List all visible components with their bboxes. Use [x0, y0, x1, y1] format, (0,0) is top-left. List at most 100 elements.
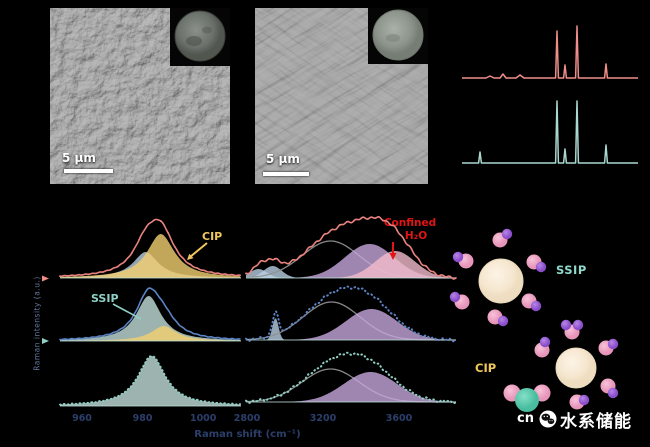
spectrum-curve-bottom	[59, 355, 241, 406]
fit-component	[246, 266, 456, 278]
wechat-icon	[539, 410, 557, 428]
watermark-brand-text: 水系储能	[560, 412, 632, 432]
water-molecule-hydrogen	[560, 319, 572, 331]
data-point	[210, 271, 213, 273]
scale-bar-label: 5 μm	[266, 152, 300, 166]
ssip-pointer-line	[112, 303, 142, 320]
schematic-ssip-label: SSIP	[556, 263, 587, 277]
data-point	[87, 273, 90, 276]
scale-bar-label: 5 μm	[62, 151, 96, 165]
data-point	[338, 224, 341, 226]
data-point	[360, 217, 363, 220]
confined-water-label-line2: H₂O	[404, 229, 428, 242]
water-molecule-hydrogen	[501, 228, 513, 240]
inset-photo-blemish	[386, 34, 400, 42]
inset-electrode-photo	[174, 10, 226, 62]
water-molecule-hydrogen	[449, 291, 461, 303]
scale-bar	[64, 169, 113, 173]
data-point	[432, 270, 435, 273]
fit-component	[246, 372, 456, 402]
data-point	[116, 265, 119, 268]
data-point	[331, 228, 334, 231]
data-point	[95, 272, 97, 275]
data-point	[181, 256, 184, 259]
data-point	[66, 275, 69, 277]
data-point	[174, 246, 177, 249]
inset-photo-blemish	[186, 36, 202, 46]
inset-electrode-photo	[372, 9, 424, 61]
fit-component	[60, 296, 241, 341]
x-tick-label: 3600	[385, 413, 413, 424]
water-molecule-hydrogen	[452, 251, 464, 263]
generated-plots	[59, 25, 638, 412]
spectrum-curve-top	[59, 218, 241, 278]
data-point	[217, 272, 220, 275]
x-tick-label: 2800	[233, 413, 261, 424]
cip-arrow-line	[189, 242, 208, 258]
data-point	[203, 269, 205, 272]
data-point	[152, 219, 155, 222]
data-point	[389, 223, 391, 226]
spectrum-curve-middle	[245, 285, 457, 343]
data-point	[446, 275, 449, 278]
data-point	[295, 258, 298, 261]
fit-component	[60, 326, 241, 341]
data-point	[396, 229, 399, 232]
annotations	[42, 242, 397, 344]
data-point	[167, 231, 169, 234]
fit-component	[246, 309, 456, 340]
water-molecule-hydrogen	[497, 315, 509, 327]
confined-water-label: Confined H₂O	[381, 217, 439, 242]
cip-arrowhead	[187, 253, 194, 260]
sem-image-left	[50, 8, 230, 184]
data-point	[273, 258, 276, 260]
cation-ion	[478, 258, 524, 304]
confined-water-label-line1: Confined	[383, 217, 437, 229]
data-point	[138, 238, 141, 241]
data-point	[109, 268, 112, 271]
data-point	[324, 232, 327, 235]
data-point	[417, 258, 420, 261]
data-point	[403, 239, 406, 242]
data-point	[239, 274, 241, 277]
x-tick-label: 980	[132, 413, 153, 424]
water-molecule-hydrogen	[578, 394, 590, 406]
x-tick-label: 3200	[309, 413, 337, 424]
data-point	[353, 219, 355, 222]
data-point	[102, 271, 105, 273]
cip-peak-label: CIP	[202, 230, 223, 243]
data-point	[231, 273, 234, 276]
data-point	[281, 261, 283, 264]
data-point	[195, 266, 198, 269]
data-point	[245, 272, 247, 275]
data-point	[145, 226, 148, 228]
x-tick-label: 960	[72, 413, 92, 424]
data-point	[131, 251, 133, 254]
fit-component	[60, 234, 241, 278]
sem-micrograph-rough	[50, 8, 230, 184]
fit-component	[246, 251, 456, 278]
data-point	[453, 277, 456, 280]
fit-component	[60, 356, 241, 406]
data-point	[302, 253, 305, 256]
water-molecule-hydrogen	[607, 387, 619, 399]
data-point	[224, 273, 227, 275]
water-molecule-hydrogen	[539, 336, 551, 348]
data-point	[410, 248, 413, 250]
ssip-peak-label: SSIP	[91, 292, 119, 305]
data-point	[374, 217, 377, 220]
data-point	[367, 217, 370, 220]
schematic-cip-label: CIP	[475, 361, 497, 375]
data-point	[288, 262, 291, 265]
row1-offset-arrow	[42, 275, 49, 282]
data-point	[159, 220, 162, 222]
data-point	[188, 263, 191, 265]
data-point	[73, 274, 76, 277]
water-molecule-hydrogen	[572, 319, 584, 331]
data-point	[309, 245, 312, 248]
cation-ion	[555, 347, 597, 389]
data-point	[259, 260, 262, 263]
data-point	[80, 274, 83, 276]
